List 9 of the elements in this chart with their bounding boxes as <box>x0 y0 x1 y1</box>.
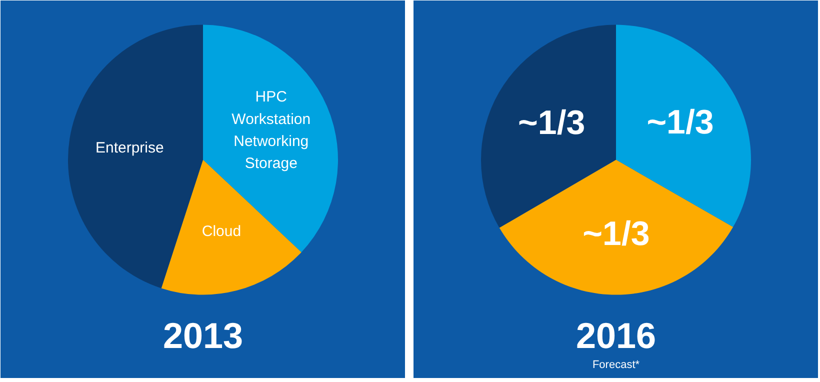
data-label: ~1/3 <box>646 104 714 142</box>
slice-label: Enterprise <box>95 140 164 157</box>
text: Forecast* <box>592 359 640 371</box>
text: 2016 <box>576 314 656 356</box>
slice-label: HPC Workstation Networking Storage <box>232 88 311 172</box>
text: 2013 <box>162 314 244 356</box>
slice-label: Cloud <box>202 223 242 240</box>
data-label: ~1/3 <box>518 104 586 142</box>
data-label: ~1/3 <box>582 215 650 254</box>
